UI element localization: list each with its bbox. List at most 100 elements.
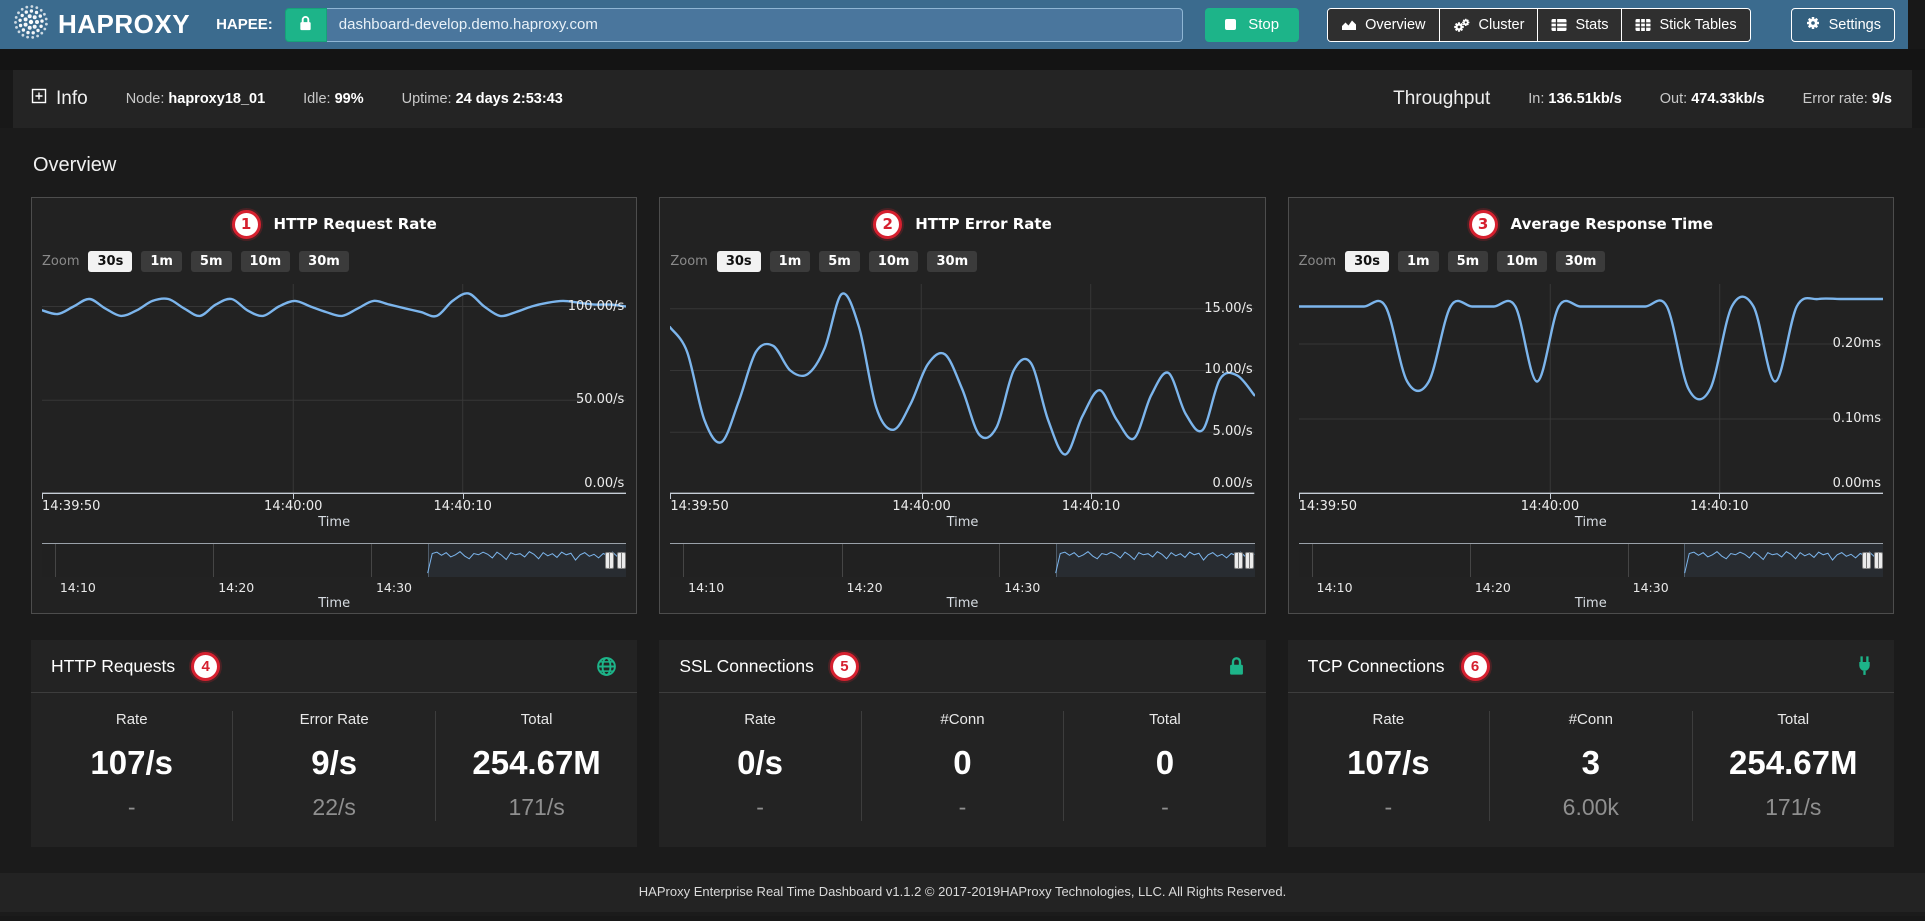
url-input[interactable] — [326, 7, 1184, 42]
throughput-label: Throughput — [1393, 88, 1491, 109]
chart-panel-1: 1 HTTP Request Rate Zoom 30s 1m 5m 10m 30m 0.00/… — [31, 197, 638, 614]
throughput-stats: In: 136.51kb/s Out: 474.33kb/s Error rate: 9/… — [1528, 91, 1892, 107]
metric-column: Error Rate 9/s 22/s — [232, 711, 434, 821]
zoom-option-10m[interactable]: 10m — [240, 250, 291, 272]
navigator-selection[interactable] — [427, 544, 627, 577]
chart-navigator[interactable] — [670, 543, 1254, 577]
chart-title: HTTP Error Rate — [915, 215, 1052, 233]
metric-column: Rate 107/s - — [1288, 711, 1489, 821]
navigator-axis-title: Time — [946, 596, 979, 611]
zoom-option-1m[interactable]: 1m — [1397, 250, 1439, 272]
plug-icon — [1855, 655, 1874, 677]
navigator-time-label: 14:30 — [375, 580, 412, 595]
stat-value: 9/s — [1871, 91, 1892, 107]
main-nav-group: Overview Cluster Stats Stick Tables — [1327, 7, 1751, 42]
metric-value: 0 — [1155, 744, 1175, 781]
navigator-time-label: 14:10 — [1316, 580, 1353, 595]
overview-section: Overview 1 HTTP Request Rate Zoom 30s 1m 5m 10… — [0, 128, 1925, 916]
zoom-option-5m[interactable]: 5m — [1447, 250, 1489, 272]
scrollbar-track[interactable] — [1908, 0, 1925, 49]
zoom-option-30m[interactable]: 30m — [927, 250, 978, 272]
zoom-option-30s[interactable]: 30s — [1345, 250, 1389, 272]
navigator-tick — [1627, 544, 1629, 577]
metric-label: Total — [1777, 711, 1810, 728]
navigator-time-label: 14:20 — [1474, 580, 1511, 595]
zoom-option-10m[interactable]: 10m — [1497, 250, 1547, 272]
x-axis-label: 14:40:10 — [1061, 499, 1121, 514]
zoom-label: Zoom — [42, 253, 80, 269]
x-axis-tick — [293, 494, 295, 499]
annotation-badge: 4 — [191, 651, 221, 681]
stat-value: 24 days 2:53:43 — [455, 91, 563, 107]
page-gap — [0, 49, 1925, 70]
summary-cards-row: HTTP Requests 4 Rate 107/s - Error Rate 9/s 22/… — [31, 640, 1894, 847]
navigator-selection[interactable] — [1684, 544, 1883, 577]
settings-button[interactable]: Settings — [1790, 7, 1895, 42]
navigator-handle-right[interactable] — [1873, 552, 1883, 569]
x-axis-tick — [42, 494, 43, 499]
metric-column: Rate 0/s - — [659, 711, 860, 821]
lock-icon — [298, 15, 313, 35]
stat-field: Uptime: 24 days 2:53:43 — [402, 91, 563, 107]
navigator-time-label: 14:10 — [59, 580, 96, 595]
nav-button-overview[interactable]: Overview — [1328, 8, 1440, 41]
stat-value: 474.33kb/s — [1691, 91, 1765, 107]
navigator-handle-right[interactable] — [1245, 552, 1255, 569]
x-axis-label: 14:40:10 — [1690, 499, 1749, 514]
navigator-handle-left[interactable] — [1861, 552, 1871, 569]
zoom-option-5m[interactable]: 5m — [819, 250, 860, 272]
zoom-option-30m[interactable]: 30m — [299, 250, 349, 272]
stat-label: Node: — [125, 91, 165, 107]
metric-subvalue: - — [1161, 794, 1169, 820]
zoom-option-5m[interactable]: 5m — [190, 250, 232, 272]
metric-column: #Conn 0 - — [860, 711, 1063, 821]
zoom-option-1m[interactable]: 1m — [141, 250, 182, 272]
lock-button[interactable] — [284, 7, 327, 42]
info-expander[interactable]: Info — [31, 88, 88, 110]
zoom-option-30s[interactable]: 30s — [88, 250, 133, 272]
chart-plot-area[interactable]: 0.00/s 5.00/s 10.00/s 15.00/s — [670, 284, 1254, 494]
x-axis-title: Time — [318, 515, 351, 530]
navigator-tick — [841, 544, 843, 577]
nav-button-cluster[interactable]: Cluster — [1439, 8, 1539, 41]
x-axis-title: Time — [1574, 515, 1607, 530]
chart-navigator[interactable] — [42, 543, 626, 577]
footer: HAProxy Enterprise Real Time Dashboard v… — [0, 873, 1925, 912]
zoom-option-10m[interactable]: 10m — [868, 250, 919, 272]
navigator-handle-left[interactable] — [605, 552, 615, 569]
metric-label: Error Rate — [299, 711, 369, 728]
navigator-tick — [999, 544, 1001, 577]
y-axis-label: 0.00ms — [1832, 476, 1881, 491]
footer-text: HAProxy Enterprise Real Time Dashboard v… — [638, 884, 1287, 899]
stat-label: In: — [1528, 91, 1545, 107]
card-title: HTTP Requests — [51, 655, 176, 676]
navigator-sparkline — [42, 544, 626, 577]
x-axis-labels: 14:39:50 14:40:00 14:40:10 — [670, 494, 1254, 515]
metric-value: 254.67M — [472, 744, 601, 781]
chart-plot-area[interactable]: 0.00/s 50.00/s 100.00/s — [42, 284, 626, 494]
zoom-option-1m[interactable]: 1m — [769, 250, 811, 272]
haproxy-logo: HAPROXY — [12, 3, 190, 46]
nav-button-stick-tables[interactable]: Stick Tables — [1622, 8, 1750, 41]
nav-button-stats[interactable]: Stats — [1538, 8, 1623, 41]
navigator-selection[interactable] — [1055, 544, 1255, 577]
zoom-option-30s[interactable]: 30s — [716, 250, 761, 272]
settings-label: Settings — [1828, 16, 1881, 33]
chart-navigator[interactable] — [1298, 543, 1883, 577]
navigator-tick — [54, 544, 56, 577]
annotation-badge: 5 — [829, 651, 859, 681]
x-axis-labels: 14:39:50 14:40:00 14:40:10 — [1298, 494, 1883, 515]
nav-button-label: Cluster — [1478, 16, 1525, 33]
navigator-handle-right[interactable] — [616, 552, 626, 569]
navigator-tick — [1311, 544, 1313, 577]
chart-plot-area[interactable]: 0.00ms 0.10ms 0.20ms — [1299, 284, 1883, 494]
navigator-handle-left[interactable] — [1233, 552, 1243, 569]
zoom-option-30m[interactable]: 30m — [1555, 250, 1606, 272]
stop-button[interactable]: Stop — [1205, 7, 1300, 42]
metric-subvalue: 22/s — [312, 794, 356, 820]
haproxy-sphere-icon — [12, 3, 50, 46]
charts-row: 1 HTTP Request Rate Zoom 30s 1m 5m 10m 30m 0.00/… — [31, 197, 1894, 614]
metric-value: 9/s — [311, 744, 358, 781]
chart-area-icon — [1341, 18, 1357, 32]
lock-icon — [1227, 656, 1246, 677]
